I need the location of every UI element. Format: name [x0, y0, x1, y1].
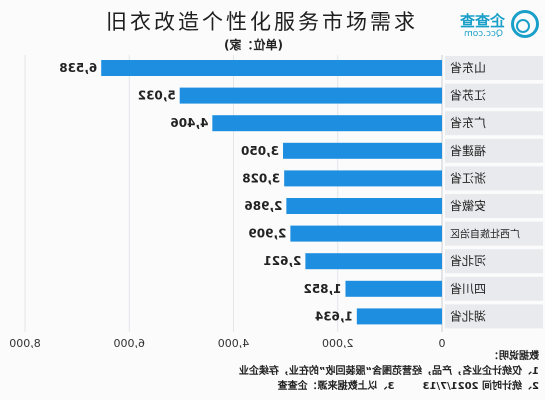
x-tick-label: 8,000 [9, 337, 41, 350]
category-label-bg [445, 56, 543, 80]
category-label-bg [445, 249, 543, 274]
category-label-bg [445, 138, 543, 163]
category-label: 福建省 [450, 143, 486, 158]
notes-heading: 数据说明： [489, 351, 539, 362]
category-label: 四川省 [450, 282, 486, 296]
category-label-bg [445, 304, 543, 329]
value-label: 6,538 [59, 61, 97, 75]
bar-7 [290, 225, 442, 242]
category-label: 山东省 [450, 61, 486, 75]
x-tick-label: 0 [439, 337, 446, 350]
value-label: 2,909 [248, 227, 286, 241]
bar-10 [356, 308, 442, 325]
category-label: 浙江省 [450, 171, 486, 185]
bar-5 [284, 170, 442, 187]
value-label: 5,032 [138, 89, 176, 103]
bar-2 [179, 87, 442, 104]
bar-4 [283, 142, 442, 159]
unit-label: (单位：家) [224, 37, 283, 52]
category-label-bg [445, 111, 543, 136]
category-label-bg [445, 221, 543, 246]
value-label: 1,852 [303, 282, 341, 296]
value-label: 4,406 [170, 116, 208, 130]
category-label-bg [445, 276, 543, 301]
category-label: 湖北省 [450, 308, 486, 323]
data-notes: 数据说明： 1、仅统计企业名，产品，经营范围含“服装回收”的在业，存续企业 2、… [159, 349, 539, 394]
notes-line-2b: 3、以上数据来源：企查查 [277, 381, 395, 392]
value-label: 2,621 [263, 254, 301, 268]
bars [101, 60, 442, 325]
bar-6 [286, 198, 442, 214]
bar-3 [212, 115, 442, 132]
category-label-bg [445, 194, 543, 218]
category-label: 广西壮族自治区 [450, 228, 520, 241]
notes-line-2: 2、统计时间 2021/7/13 3、以上数据来源：企查查 [159, 379, 539, 394]
category-label: 广东省 [450, 116, 486, 130]
value-labels: 6,538 5,032 4,406 3,050 3,028 2,986 2,909 2,621… [59, 61, 353, 323]
category-label-bg [445, 83, 543, 108]
notes-line-2a: 2、统计时间 2021/7/13 [422, 381, 539, 392]
category-label: 河北省 [450, 254, 486, 268]
x-tick-label: 2,000 [322, 337, 354, 350]
value-label: 2,986 [244, 199, 282, 213]
bar-8 [305, 253, 442, 270]
x-tick-label: 6,000 [114, 337, 146, 350]
x-axis-ticks: 0 2,000 4,000 6,000 8,000 [9, 337, 445, 350]
category-label: 安徽省 [450, 198, 486, 213]
bar-1 [101, 60, 442, 76]
bar-9 [345, 280, 442, 297]
value-label: 3,050 [241, 144, 279, 158]
x-tick-label: 4,000 [218, 337, 250, 350]
overlay-title: 旧衣改造个性化服务市场需求 [106, 10, 418, 34]
value-label: 3,028 [242, 171, 280, 185]
category-label-bg [445, 166, 543, 191]
notes-line-1: 1、仅统计企业名，产品，经营范围含“服装回收”的在业，存续企业 [238, 366, 539, 377]
category-label: 江苏省 [450, 89, 486, 103]
value-label: 1,634 [315, 309, 353, 323]
